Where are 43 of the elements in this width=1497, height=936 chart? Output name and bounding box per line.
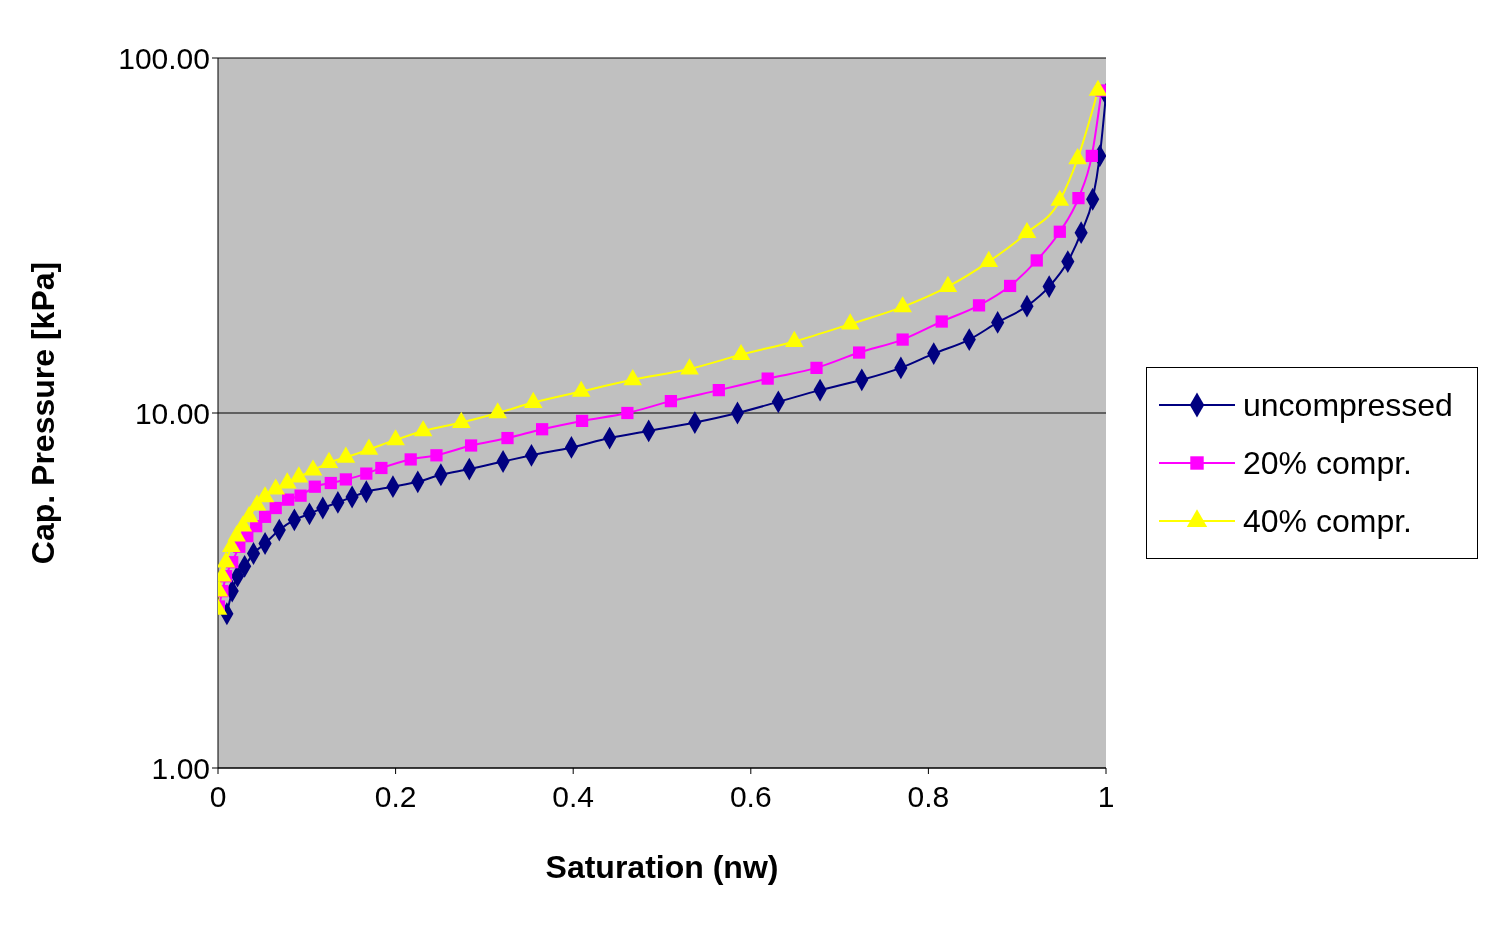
point <box>308 480 321 493</box>
point <box>1030 254 1043 267</box>
point <box>972 299 986 312</box>
x-tick-label: 0.4 <box>552 780 595 814</box>
point <box>269 501 282 515</box>
y-axis-title: Cap. Pressure [kPa] <box>25 261 62 565</box>
legend-label: 40% compr. <box>1243 502 1412 540</box>
y-tick-label: 100.00 <box>118 41 210 75</box>
point <box>258 510 272 523</box>
point <box>464 439 478 452</box>
point <box>761 372 774 385</box>
point <box>375 461 388 475</box>
point <box>1085 149 1098 163</box>
point <box>896 333 909 346</box>
x-tick-label: 1 <box>1097 780 1115 814</box>
point <box>360 467 373 480</box>
point <box>575 414 589 428</box>
point <box>621 406 634 420</box>
point <box>935 315 948 328</box>
legend-label: uncompressed <box>1243 386 1453 424</box>
point <box>430 449 443 462</box>
point <box>324 476 337 490</box>
x-tick-label: 0.6 <box>729 780 772 814</box>
x-tick-label: 0.8 <box>907 780 950 814</box>
point <box>853 346 866 359</box>
point <box>501 431 514 445</box>
point <box>810 361 823 374</box>
point <box>282 493 295 506</box>
point <box>536 423 549 436</box>
x-axis-title: Saturation (nw) <box>545 849 779 885</box>
y-tick-label: 1.00 <box>151 751 210 785</box>
point <box>1072 191 1085 205</box>
point <box>339 473 352 486</box>
y-tick-label: 10.00 <box>134 396 210 430</box>
point <box>1053 225 1066 238</box>
legend-label: 20% compr. <box>1243 444 1412 482</box>
point <box>1003 279 1017 293</box>
point <box>712 383 725 397</box>
x-tick-label: 0.2 <box>374 780 417 814</box>
point <box>664 395 677 408</box>
point <box>294 489 307 502</box>
x-tick-label: 0 <box>209 780 227 814</box>
point <box>404 453 417 466</box>
